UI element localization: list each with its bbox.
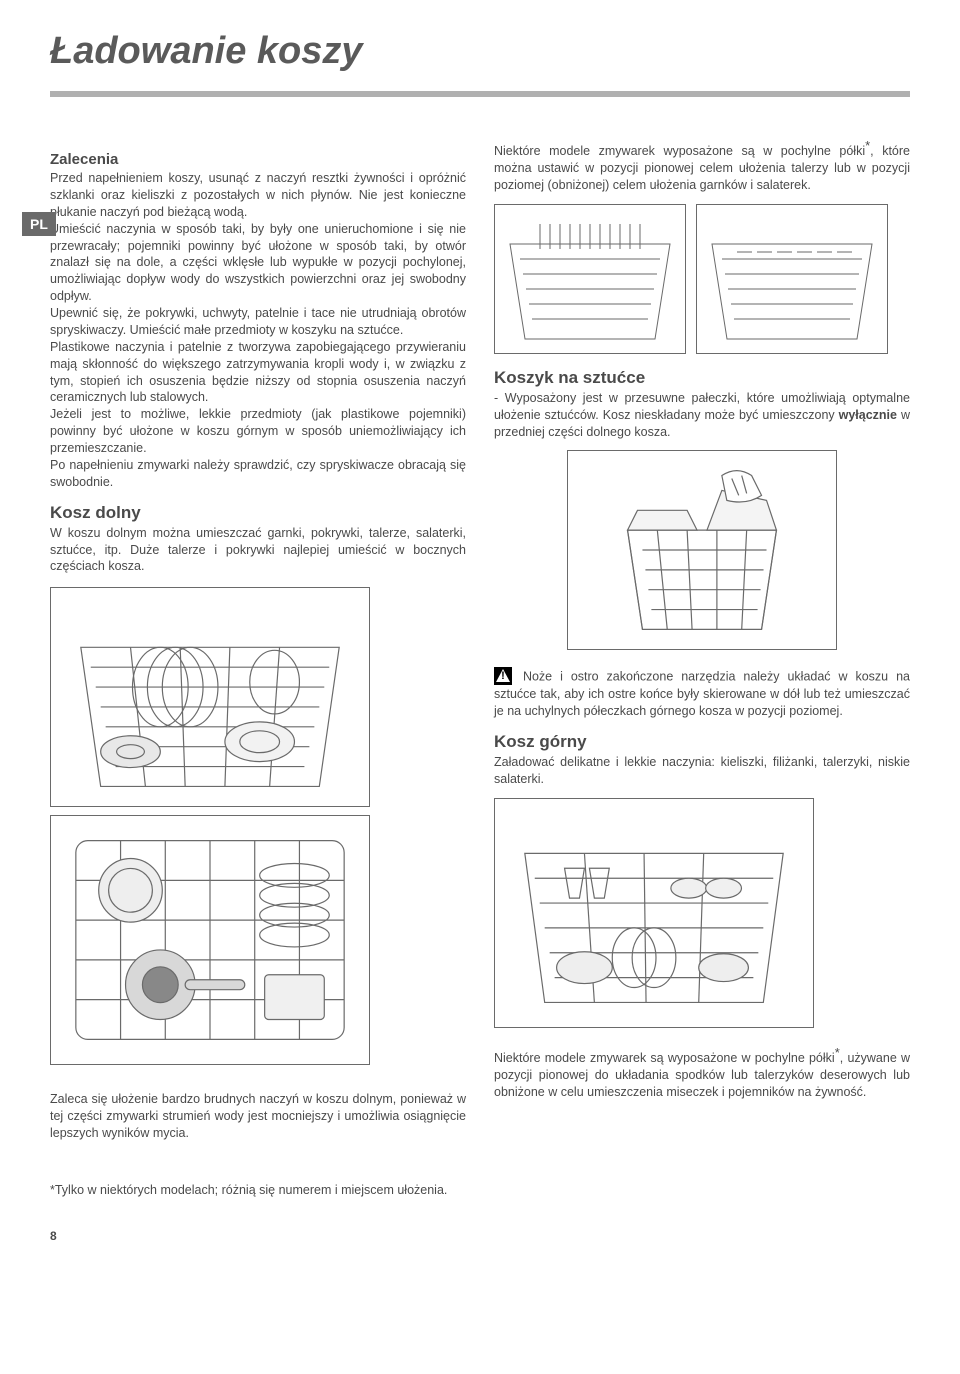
warning-icon: [494, 667, 512, 685]
illustration-rack-tines-up: [494, 204, 686, 354]
illustration-rack-tines-down: [696, 204, 888, 354]
illustration-lower-rack-topdown: [50, 815, 370, 1065]
paragraph: Jeżeli jest to możliwe, lekkie przedmiot…: [50, 406, 466, 457]
illustration-lower-rack-loaded: [50, 587, 370, 807]
heading-kosz-gorny: Kosz górny: [494, 732, 910, 752]
cutlery-basket-svg: [568, 450, 836, 650]
two-column-layout: Zalecenia Przed napełnieniem koszy, usun…: [50, 137, 910, 1243]
text: Przed napełnieniem koszy, usunąć z naczy…: [50, 171, 466, 219]
paragraph: Po napełnieniu zmywarki należy sprawdzić…: [50, 457, 466, 491]
rack-svg: [51, 587, 369, 807]
right-column: Niektóre modele zmywarek wyposażone są w…: [494, 137, 910, 1243]
heading-kosz-dolny: Kosz dolny: [50, 503, 466, 523]
illustration-pair-tilt-shelves: [494, 204, 910, 354]
paragraph: Przed napełnieniem koszy, usunąć z naczy…: [50, 170, 466, 221]
language-badge: PL: [22, 212, 56, 236]
document-page: PL Ładowanie koszy Zalecenia Przed napeł…: [0, 0, 960, 1263]
paragraph: Umieścić naczynia w sposób taki, by były…: [50, 221, 466, 305]
heading-zalecenia: Zalecenia: [50, 151, 466, 168]
page-title: Ładowanie koszy: [50, 30, 910, 73]
paragraph: - Wyposażony jest w przesuwne pałeczki, …: [494, 390, 910, 441]
paragraph: Upewnić się, że pokrywki, uchwyty, patel…: [50, 305, 466, 339]
rack-topdown-svg: [51, 815, 369, 1065]
paragraph: Zaleca się ułożenie bardzo brudnych nacz…: [50, 1091, 466, 1142]
warning-paragraph: Noże i ostro zakończone narzędzia należy…: [494, 668, 910, 720]
upper-rack-svg: [495, 798, 813, 1028]
illustration-upper-rack: [494, 798, 814, 1028]
rack-svg: [495, 204, 685, 354]
bold-text: wyłącznie: [839, 408, 897, 422]
text: Noże i ostro zakończone narzędzia należy…: [494, 670, 910, 719]
rack-svg: [697, 204, 887, 354]
paragraph: Załadować delikatne i lekkie naczynia: k…: [494, 754, 910, 788]
text: Niektóre modele zmywarek są wyposażone w…: [494, 1051, 835, 1065]
text: Niektóre modele zmywarek wyposażone są w…: [494, 144, 865, 158]
left-column: Zalecenia Przed napełnieniem koszy, usun…: [50, 137, 466, 1243]
heading-koszyk-sztucce: Koszyk na sztućce: [494, 368, 910, 388]
paragraph: Niektóre modele zmywarek są wyposażone w…: [494, 1044, 910, 1101]
footnote: *Tylko w niektórych modelach; różnią się…: [50, 1182, 466, 1199]
page-number: 8: [50, 1229, 466, 1243]
illustration-cutlery-basket: [567, 450, 837, 650]
title-divider: [50, 91, 910, 97]
paragraph: Niektóre modele zmywarek wyposażone są w…: [494, 137, 910, 194]
paragraph: W koszu dolnym można umieszczać garnki, …: [50, 525, 466, 576]
paragraph: Plastikowe naczynia i patelnie z tworzyw…: [50, 339, 466, 407]
